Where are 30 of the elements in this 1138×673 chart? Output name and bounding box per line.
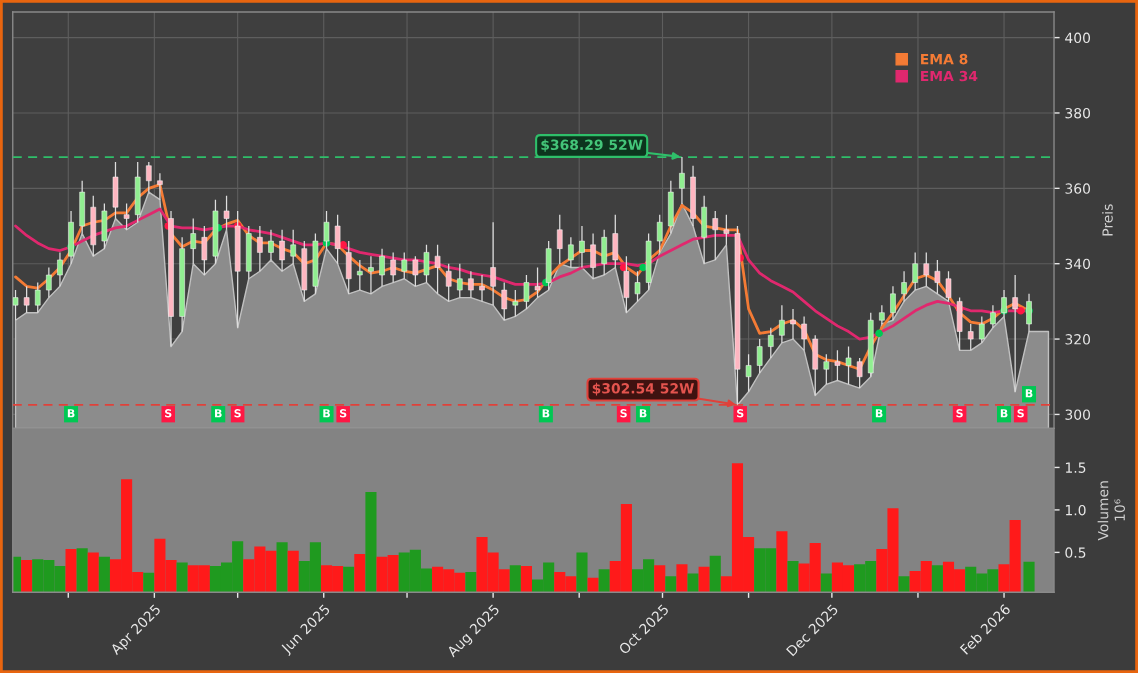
ref-line-label: $368.29 52W [541, 139, 643, 152]
legend-label: EMA 34 [921, 70, 978, 82]
y-tick-label: 360 [1065, 183, 1091, 194]
annotation: B [542, 409, 550, 418]
y-axis-title: Volumen 10⁶ [1097, 481, 1125, 541]
annotation: S [234, 409, 241, 418]
annotation: S [956, 409, 963, 418]
y-tick-label: 380 [1065, 107, 1091, 119]
annotation: B [67, 409, 75, 418]
y-tick-label: 400 [1065, 32, 1091, 44]
annotation: S [339, 409, 347, 418]
annotation: B [323, 409, 330, 418]
y-axis-title: Preis [1102, 204, 1113, 236]
y-tick-label: 320 [1065, 334, 1091, 345]
annotation: B [875, 409, 883, 418]
y-tick-label: 1.0 [1065, 504, 1086, 516]
annotation: B [639, 409, 647, 418]
annotation: S [737, 409, 744, 418]
annotation: B [1025, 389, 1033, 398]
y-tick-label: 1.5 [1065, 462, 1086, 473]
ref-line-label: $302.54 52W [592, 382, 694, 396]
y-tick-label: 0.5 [1065, 547, 1086, 558]
annotation: B [1000, 409, 1008, 418]
y-tick-label: 300 [1065, 409, 1091, 420]
annotation: S [1017, 409, 1024, 418]
legend-label: EMA 8 [921, 53, 968, 65]
annotation: S [165, 409, 172, 418]
annotation: B [215, 409, 222, 418]
y-tick-label: 340 [1065, 258, 1091, 270]
annotation: S [620, 409, 627, 418]
